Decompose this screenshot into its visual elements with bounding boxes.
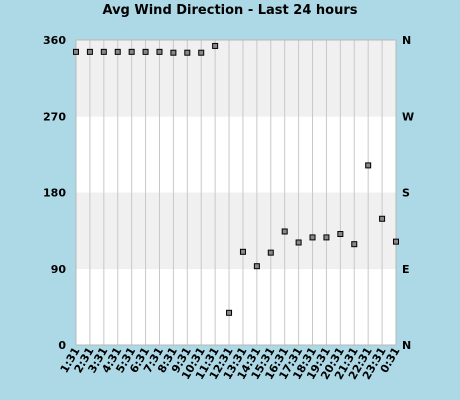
data-point (253, 263, 260, 270)
plot-band (76, 40, 396, 117)
data-point (309, 234, 316, 241)
data-point (86, 48, 93, 55)
data-point (281, 228, 288, 235)
y-tick-label: 270 (43, 110, 66, 123)
y-tick-label: 0 (58, 339, 66, 352)
data-point (323, 234, 330, 241)
y-tick-label: 360 (43, 34, 66, 47)
data-point (295, 239, 302, 246)
plot-band (76, 116, 396, 193)
plot-frame (75, 39, 397, 346)
compass-tick-label: S (402, 187, 410, 200)
data-point (156, 48, 163, 55)
data-point (73, 48, 79, 55)
chart-title: Avg Wind Direction - Last 24 hours (102, 3, 357, 18)
data-point (212, 42, 219, 49)
data-point (184, 49, 191, 56)
compass-tick-label: N (402, 34, 411, 47)
data-point (393, 238, 399, 245)
data-point (170, 49, 177, 56)
compass-tick-label: W (402, 110, 414, 123)
data-point (351, 241, 358, 248)
plot-band (76, 192, 396, 269)
data-point (100, 48, 107, 55)
data-point (128, 48, 135, 55)
data-point (379, 215, 386, 222)
data-point (239, 248, 246, 255)
data-point (198, 49, 205, 56)
data-point (114, 48, 121, 55)
data-point (337, 231, 344, 238)
plot-band (76, 268, 396, 345)
data-point (267, 249, 274, 256)
compass-tick-label: N (402, 339, 411, 352)
data-point (365, 162, 372, 169)
y-tick-label: 180 (43, 187, 66, 200)
data-point (226, 309, 233, 316)
y-tick-label: 90 (51, 263, 67, 276)
compass-tick-label: E (402, 263, 410, 276)
data-point (142, 48, 149, 55)
